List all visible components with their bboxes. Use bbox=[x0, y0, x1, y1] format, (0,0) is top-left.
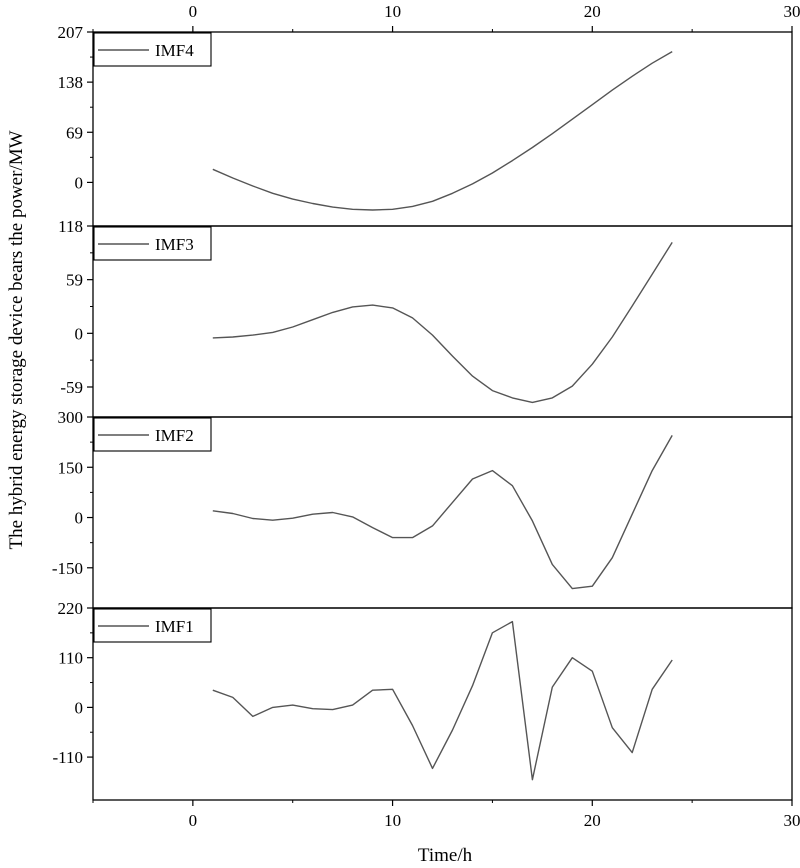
legend-label: IMF3 bbox=[155, 235, 194, 254]
y-tick-label: 207 bbox=[58, 23, 84, 42]
legend-imf1: IMF1 bbox=[93, 608, 212, 643]
legend-label: IMF2 bbox=[155, 426, 194, 445]
x-tick-label: 0 bbox=[189, 2, 198, 21]
y-tick-label: 0 bbox=[75, 509, 84, 528]
x-tick-label: 10 bbox=[384, 2, 401, 21]
y-tick-label: 59 bbox=[66, 271, 83, 290]
panel-imf2: -150 0 150 300 IMF2 bbox=[52, 408, 793, 609]
x-tick-label: 30 bbox=[784, 811, 800, 830]
y-tick-label: -150 bbox=[52, 559, 83, 578]
series-line-imf3 bbox=[212, 242, 673, 404]
legend-label: IMF4 bbox=[155, 41, 194, 60]
series-line-imf4 bbox=[212, 50, 673, 211]
x-tick-label: 20 bbox=[584, 2, 601, 21]
y-tick-label: 0 bbox=[75, 324, 84, 343]
x-axis-bottom: 0 10 20 30 bbox=[92, 800, 800, 830]
y-tick-label: 110 bbox=[58, 649, 83, 668]
y-tick-label: -59 bbox=[60, 378, 83, 397]
panel-imf1: -110 0 110 220 IMF1 bbox=[52, 599, 793, 801]
panel-imf3: -59 0 59 118 IMF3 bbox=[58, 217, 793, 418]
y-tick-label: 300 bbox=[58, 408, 84, 427]
x-tick-label: 30 bbox=[784, 2, 800, 21]
legend-label: IMF1 bbox=[155, 617, 194, 636]
y-tick-label: 150 bbox=[58, 458, 84, 477]
y-tick-label: 69 bbox=[66, 123, 83, 142]
y-tick-label: 0 bbox=[75, 173, 84, 192]
series-line-imf1 bbox=[212, 620, 673, 781]
x-axis-top: 0 10 20 30 bbox=[92, 2, 800, 32]
legend-imf4: IMF4 bbox=[93, 32, 212, 67]
x-tick-label: 0 bbox=[189, 811, 198, 830]
y-tick-label: -110 bbox=[52, 748, 83, 767]
y-axis-title: The hybrid energy storage device bears t… bbox=[6, 130, 27, 549]
series-line-imf2 bbox=[212, 435, 673, 590]
legend-imf3: IMF3 bbox=[93, 226, 212, 261]
y-tick-label: 220 bbox=[58, 599, 84, 618]
x-tick-label: 10 bbox=[384, 811, 401, 830]
y-tick-label: 138 bbox=[58, 73, 84, 92]
y-tick-label: 0 bbox=[75, 698, 84, 717]
plot-frame bbox=[92, 607, 793, 801]
y-tick-label: 118 bbox=[58, 217, 83, 236]
x-tick-label: 20 bbox=[584, 811, 601, 830]
panel-imf4: 0 69 138 207 IMF4 bbox=[58, 23, 793, 227]
legend-imf2: IMF2 bbox=[93, 417, 212, 452]
x-axis-title: Time/h bbox=[418, 845, 473, 866]
